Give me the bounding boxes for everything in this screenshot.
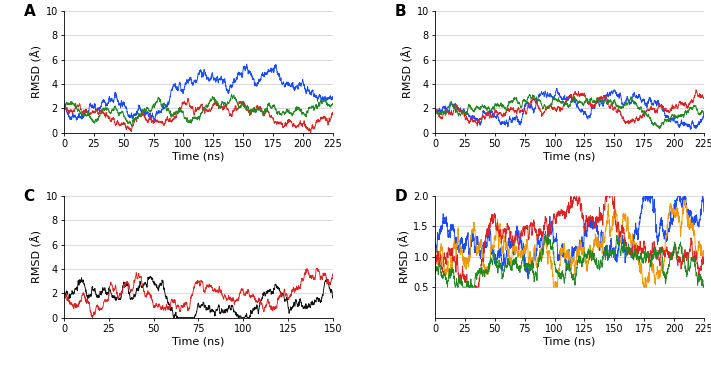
Text: A: A (23, 4, 36, 19)
Y-axis label: RMSD (Å): RMSD (Å) (402, 45, 414, 98)
Y-axis label: RMSD (Å): RMSD (Å) (399, 230, 411, 283)
X-axis label: Time (ns): Time (ns) (543, 151, 596, 162)
X-axis label: Time (ns): Time (ns) (172, 151, 225, 162)
X-axis label: Time (ns): Time (ns) (172, 337, 225, 347)
Text: B: B (395, 4, 406, 19)
X-axis label: Time (ns): Time (ns) (543, 337, 596, 347)
Text: C: C (23, 189, 35, 204)
Y-axis label: RMSD (Å): RMSD (Å) (31, 45, 43, 98)
Text: D: D (395, 189, 407, 204)
Y-axis label: RMSD (Å): RMSD (Å) (31, 230, 43, 283)
